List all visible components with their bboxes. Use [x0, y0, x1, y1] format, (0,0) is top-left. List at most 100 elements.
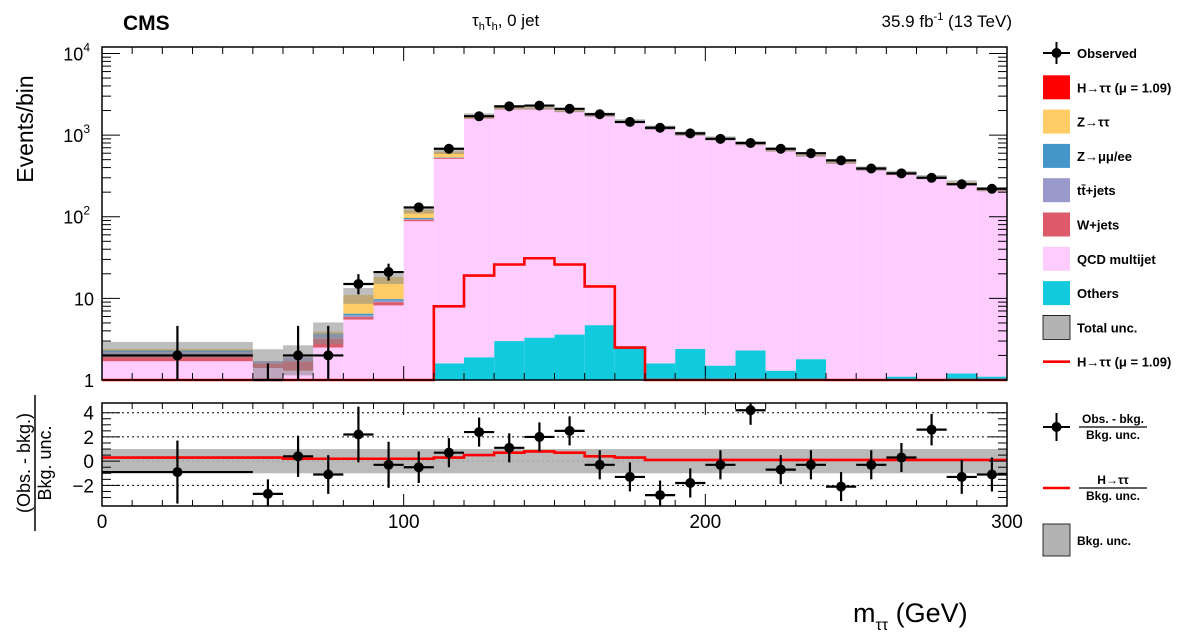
legend-item-zll: Z→μμ/ee	[1043, 143, 1132, 168]
luminosity-label: 35.9 fb-1 (13 TeV)	[882, 11, 1012, 31]
legend-item-w: W+jets	[1043, 212, 1119, 237]
legend-num: Obs. - bkg.	[1082, 412, 1144, 426]
marker	[836, 481, 847, 492]
residual-point	[765, 455, 796, 485]
top-ylabel: Events/bin	[12, 75, 38, 182]
bottom-ylabel: (Obs. - bkg.) Bkg. unc.	[14, 395, 55, 531]
legend-label: W+jets	[1077, 218, 1119, 233]
legend-label: Observed	[1077, 46, 1137, 61]
residual-point	[283, 435, 314, 477]
marker	[353, 429, 364, 440]
residual-point	[614, 462, 645, 492]
marker	[534, 100, 545, 111]
residual-points	[102, 403, 1007, 506]
legend-bottom-obs_diff: Obs. - bkg. Bkg. unc.	[1043, 412, 1147, 442]
residual-point	[584, 450, 615, 480]
observed-point	[675, 128, 706, 139]
bar	[976, 376, 1007, 380]
observed-point	[645, 122, 676, 133]
marker	[956, 179, 967, 190]
uncertainty-box	[343, 287, 374, 304]
observed-point	[464, 111, 495, 122]
bar	[645, 363, 676, 380]
legend-item-ztt: Z→ττ	[1043, 109, 1110, 134]
residual-point	[645, 480, 676, 506]
top-ticks	[101, 47, 1008, 381]
legend-den: Bkg. unc.	[1086, 489, 1140, 503]
observed-point	[916, 172, 947, 183]
marker	[926, 424, 937, 435]
residual-point	[102, 440, 253, 504]
bar	[373, 305, 404, 380]
legend-bottom-bkg_unc: Bkg. unc.	[1042, 523, 1131, 557]
bar	[976, 191, 1007, 377]
bar	[373, 300, 404, 303]
observed-point	[976, 183, 1007, 194]
observed-point	[343, 274, 374, 295]
y-tick-label: −2	[72, 476, 94, 497]
series-Others	[433, 325, 1007, 380]
marker	[745, 138, 756, 149]
marker	[262, 488, 273, 499]
series-QCD multijet	[102, 109, 1007, 380]
residual-point	[524, 422, 555, 452]
marker	[866, 163, 877, 174]
marker	[896, 168, 907, 179]
bar	[614, 346, 645, 380]
top-panel: 1 10 102 103 104	[63, 40, 1008, 391]
observed-point	[795, 148, 826, 159]
marker	[353, 278, 364, 289]
bar	[343, 319, 374, 380]
marker	[715, 133, 726, 144]
marker	[172, 350, 183, 361]
bar	[765, 370, 796, 380]
residual-point	[735, 403, 766, 425]
y-tick-label: 4	[83, 404, 94, 425]
legend-item-unc: Total unc.	[1042, 314, 1137, 340]
marker	[624, 471, 635, 482]
marker	[866, 459, 877, 470]
bar	[735, 144, 766, 351]
bar	[826, 163, 857, 380]
marker	[624, 116, 635, 127]
residual-point	[343, 406, 374, 463]
bar	[554, 111, 585, 335]
observed-point	[886, 168, 917, 179]
legend-swatch	[1043, 246, 1070, 271]
residual-point	[856, 450, 887, 480]
marker	[836, 155, 847, 166]
residual-point	[826, 472, 857, 502]
legend-label: Bkg. unc.	[1077, 534, 1131, 548]
bar	[433, 363, 464, 380]
bar	[795, 359, 826, 380]
y-tick-label: 104	[63, 40, 90, 64]
observed-point	[524, 100, 555, 111]
bar	[705, 365, 736, 380]
marker	[534, 431, 545, 442]
marker	[685, 128, 696, 139]
legend-swatch	[1043, 75, 1070, 100]
legend-label: Total unc.	[1077, 320, 1137, 335]
marker	[805, 459, 816, 470]
bar	[614, 122, 645, 347]
legend-bottom-sig_ratio: H→ττ Bkg. unc.	[1043, 473, 1147, 503]
observed-point	[856, 163, 887, 174]
bar	[735, 350, 766, 380]
bar	[584, 116, 615, 326]
residual-point	[675, 468, 706, 498]
residual-point	[946, 459, 977, 494]
residual-point	[916, 413, 947, 446]
bar	[675, 348, 706, 380]
legend-label: tt̄+jets	[1077, 183, 1116, 198]
residual-point	[433, 438, 464, 468]
marker	[685, 477, 696, 488]
observed-point	[765, 143, 796, 154]
bar	[373, 302, 404, 306]
y-tick-label: 103	[63, 122, 90, 146]
legend-label: H→ττ (μ = 1.09)	[1077, 355, 1171, 370]
observed-point	[584, 109, 615, 120]
y-tick-label: 0	[83, 452, 94, 473]
